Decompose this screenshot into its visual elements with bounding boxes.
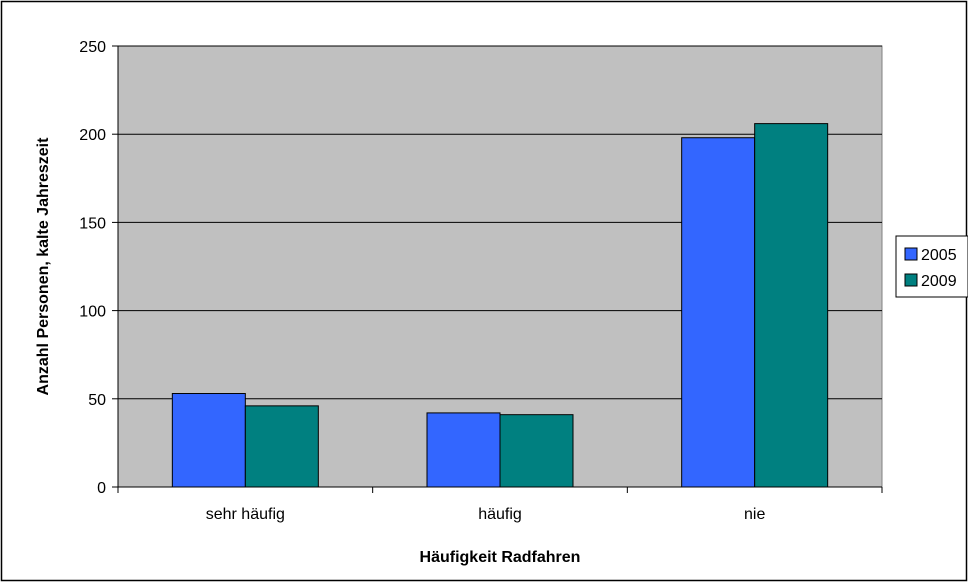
legend-swatch-2009	[904, 273, 918, 287]
y-axis-title: Anzahl Personen, kalte Jahreszeit	[35, 137, 52, 396]
bar-2005-1	[426, 412, 501, 488]
x-tick-label: nie	[744, 506, 765, 523]
legend: 2005 2009	[895, 235, 968, 298]
bar-2005-2	[681, 137, 756, 488]
y-tick-label: 250	[79, 39, 106, 56]
legend-label-2009: 2009	[921, 273, 957, 290]
legend-swatch-2005	[904, 247, 918, 261]
x-tick-label: sehr häufig	[206, 506, 285, 523]
legend-label-2005: 2005	[921, 247, 957, 264]
legend-box	[895, 235, 968, 298]
bar-2005-0	[171, 393, 246, 488]
bar-2009-0	[244, 405, 319, 488]
y-tick-label: 100	[79, 304, 106, 321]
y-tick-label: 150	[79, 215, 106, 232]
bar-2009-2	[754, 123, 829, 488]
axes-group: 0 50 100 150 200 250 sehr häufig häufig nie	[79, 39, 883, 523]
x-axis-title: Häufigkeit Radfahren	[420, 549, 581, 566]
y-tick-label: 200	[79, 127, 106, 144]
bar-2009-1	[499, 414, 574, 488]
x-tick-label: häufig	[478, 506, 522, 523]
bars-group	[171, 123, 829, 488]
y-tick-label: 0	[97, 480, 106, 497]
y-tick-label: 50	[88, 392, 106, 409]
